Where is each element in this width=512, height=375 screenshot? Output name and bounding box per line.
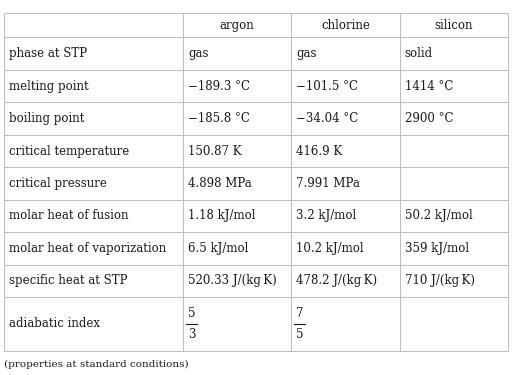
Text: 4.898 MPa: 4.898 MPa	[188, 177, 252, 190]
Text: −34.04 °C: −34.04 °C	[296, 112, 358, 125]
Text: melting point: melting point	[9, 80, 89, 93]
Text: molar heat of fusion: molar heat of fusion	[9, 210, 129, 222]
Text: adiabatic index: adiabatic index	[9, 317, 100, 330]
Text: phase at STP: phase at STP	[9, 47, 88, 60]
Text: 710 J/(kg K): 710 J/(kg K)	[404, 274, 475, 287]
Text: critical temperature: critical temperature	[9, 144, 130, 158]
Text: 7: 7	[296, 307, 304, 320]
Text: 359 kJ/mol: 359 kJ/mol	[404, 242, 469, 255]
Text: boiling point: boiling point	[9, 112, 84, 125]
Text: 5: 5	[188, 307, 196, 320]
Text: 6.5 kJ/mol: 6.5 kJ/mol	[188, 242, 248, 255]
Text: 416.9 K: 416.9 K	[296, 144, 343, 158]
Text: 478.2 J/(kg K): 478.2 J/(kg K)	[296, 274, 377, 287]
Text: chlorine: chlorine	[321, 19, 370, 32]
Text: 1414 °C: 1414 °C	[404, 80, 453, 93]
Text: gas: gas	[188, 47, 208, 60]
Text: 1.18 kJ/mol: 1.18 kJ/mol	[188, 210, 255, 222]
Text: 10.2 kJ/mol: 10.2 kJ/mol	[296, 242, 364, 255]
Text: critical pressure: critical pressure	[9, 177, 107, 190]
Text: gas: gas	[296, 47, 317, 60]
Text: −101.5 °C: −101.5 °C	[296, 80, 358, 93]
Text: 520.33 J/(kg K): 520.33 J/(kg K)	[188, 274, 277, 287]
Text: specific heat at STP: specific heat at STP	[9, 274, 127, 287]
Text: (properties at standard conditions): (properties at standard conditions)	[4, 360, 189, 369]
Text: 2900 °C: 2900 °C	[404, 112, 453, 125]
Text: −185.8 °C: −185.8 °C	[188, 112, 250, 125]
Text: 3: 3	[188, 328, 196, 341]
Text: 5: 5	[296, 328, 304, 341]
Text: 7.991 MPa: 7.991 MPa	[296, 177, 360, 190]
Text: silicon: silicon	[435, 19, 473, 32]
Text: argon: argon	[220, 19, 254, 32]
Text: −189.3 °C: −189.3 °C	[188, 80, 250, 93]
Text: molar heat of vaporization: molar heat of vaporization	[9, 242, 166, 255]
Text: 50.2 kJ/mol: 50.2 kJ/mol	[404, 210, 473, 222]
Text: solid: solid	[404, 47, 433, 60]
Text: 3.2 kJ/mol: 3.2 kJ/mol	[296, 210, 357, 222]
Text: 150.87 K: 150.87 K	[188, 144, 242, 158]
